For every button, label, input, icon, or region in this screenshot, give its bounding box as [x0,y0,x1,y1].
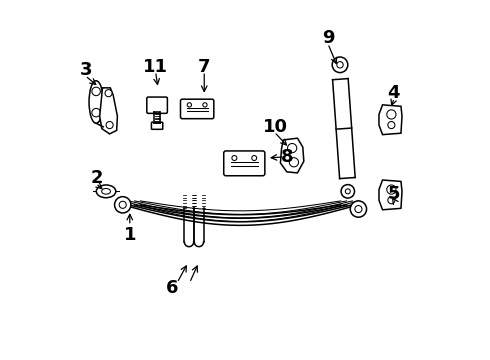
Circle shape [350,201,367,217]
Ellipse shape [89,81,103,123]
Circle shape [115,197,131,213]
Circle shape [119,201,126,208]
Text: 8: 8 [281,148,294,166]
Circle shape [345,189,350,194]
Text: 3: 3 [80,61,93,79]
Ellipse shape [101,189,110,194]
Text: 2: 2 [91,169,103,187]
Polygon shape [99,88,118,134]
Text: 4: 4 [388,84,400,102]
Polygon shape [379,105,402,135]
Circle shape [105,90,112,97]
FancyBboxPatch shape [180,99,214,119]
Polygon shape [280,138,304,173]
Text: 10: 10 [263,118,288,136]
Circle shape [289,158,298,167]
Text: 11: 11 [143,58,168,76]
Ellipse shape [97,185,116,198]
FancyBboxPatch shape [147,97,168,113]
Polygon shape [379,180,402,210]
Text: 7: 7 [198,58,211,76]
Circle shape [92,108,100,117]
FancyBboxPatch shape [151,122,163,129]
Circle shape [203,103,207,107]
Circle shape [232,156,237,161]
Circle shape [106,122,113,129]
Circle shape [387,110,396,119]
Text: 5: 5 [388,185,400,203]
Circle shape [252,156,257,161]
Circle shape [187,103,192,107]
Circle shape [388,197,395,204]
Circle shape [388,122,395,129]
Circle shape [341,185,355,198]
Circle shape [288,144,297,153]
Text: 6: 6 [166,279,178,297]
Circle shape [387,185,396,194]
FancyBboxPatch shape [224,151,265,176]
Text: 9: 9 [322,29,335,47]
Text: 1: 1 [123,226,136,244]
Circle shape [337,62,343,68]
Circle shape [355,206,362,213]
Circle shape [92,87,100,96]
Circle shape [332,57,348,73]
